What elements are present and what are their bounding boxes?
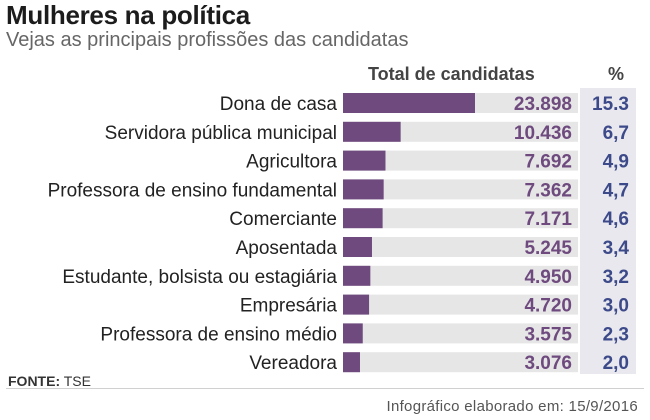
category-label: Comerciante [229,209,337,230]
bar [343,265,371,286]
bar-track [343,294,578,315]
percent-label: 3,2 [603,267,629,288]
category-label: Vereadora [249,353,337,374]
percent-label: 15.3 [592,94,629,115]
bar-track [343,323,578,344]
value-label: 23.898 [514,94,572,115]
percent-label: 3,4 [603,238,630,259]
bar [343,179,384,200]
chart-subtitle: Vejas as principais profissões das candi… [6,29,409,51]
percent-label: 4,7 [603,180,629,201]
percent-column-header: % [608,64,625,84]
bar [343,352,360,373]
value-label: 10.436 [514,123,572,144]
category-label: Professora de ensino fundamental [48,180,337,201]
category-label: Professora de ensino médio [100,324,337,345]
value-label: 7.362 [524,180,572,201]
percent-label: 6,7 [603,123,629,144]
bar-track [343,208,578,229]
category-label: Aposentada [236,238,338,259]
value-label: 3.575 [524,324,572,345]
bar-track [343,265,578,286]
category-label: Agricultora [246,152,337,173]
chart-title: Mulheres na política [6,0,250,30]
source-label: FONTE: [8,373,61,389]
bar-track [343,179,578,200]
footer-divider [6,388,644,389]
footer-note: Infográfico elaborado em: 15/9/2016 [386,398,638,415]
bar [343,208,383,229]
bar [343,93,475,113]
bar [343,121,401,142]
total-column-header: Total de candidatas [368,64,535,84]
bar-track [343,237,578,257]
value-label: 5.245 [524,238,572,259]
percent-label: 3,0 [603,296,629,317]
bar [343,150,386,171]
category-label: Estudante, bolsista ou estagiária [62,267,337,288]
category-label: Empresária [240,296,338,317]
source-note: FONTE: TSE [8,372,91,390]
bar [343,294,370,315]
bar-track [343,150,578,171]
value-label: 3.076 [524,353,572,374]
category-label: Servidora pública municipal [105,123,337,144]
value-label: 4.950 [524,267,572,288]
source-value: TSE [63,373,91,389]
bar [343,323,363,344]
value-label: 7.171 [524,209,572,230]
value-label: 4.720 [524,296,572,317]
percent-label: 2,0 [603,353,629,374]
bar-track [343,121,578,142]
bar-track [343,352,578,373]
percent-label: 4,9 [603,152,629,173]
bar [343,237,372,257]
value-label: 7.692 [524,152,572,173]
category-label: Dona de casa [220,94,338,115]
percent-label: 4,6 [603,209,629,230]
percent-column-background [580,88,636,374]
percent-label: 2,3 [603,324,629,345]
